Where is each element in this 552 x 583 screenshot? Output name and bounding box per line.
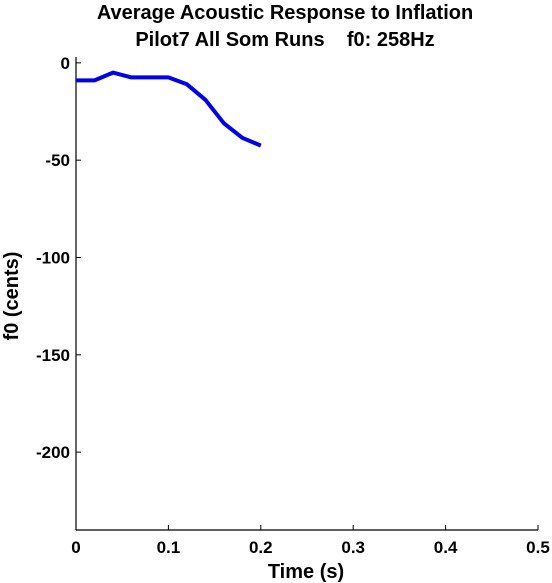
y-tick-label: -200 [36,443,70,462]
y-tick-label: -150 [36,346,70,365]
series-line [76,70,262,148]
y-tick-label: -100 [36,248,70,267]
y-tick-label: 0 [61,54,70,73]
chart-title: Average Acoustic Response to Inflation [97,2,473,24]
x-ticks: 0 0.1 0.2 0.3 0.4 0.5 [71,525,550,557]
plot-axes [75,57,538,531]
y-ticks: 0 -50 -100 -150 -200 [36,54,81,462]
y-tick-label: -50 [45,151,70,170]
x-tick-label: 0.2 [249,538,273,557]
x-tick-label: 0.4 [434,538,458,557]
y-axis-label: f0 (cents) [1,252,23,341]
series-layer [76,70,262,148]
x-axis-label: Time (s) [268,561,344,583]
x-tick-label: 0.1 [157,538,181,557]
chart-subtitle: Pilot7 All Som Runs f0: 258Hz [135,29,434,51]
x-tick-label: 0 [71,538,80,557]
x-tick-label: 0.3 [341,538,365,557]
x-tick-label: 0.5 [526,538,550,557]
